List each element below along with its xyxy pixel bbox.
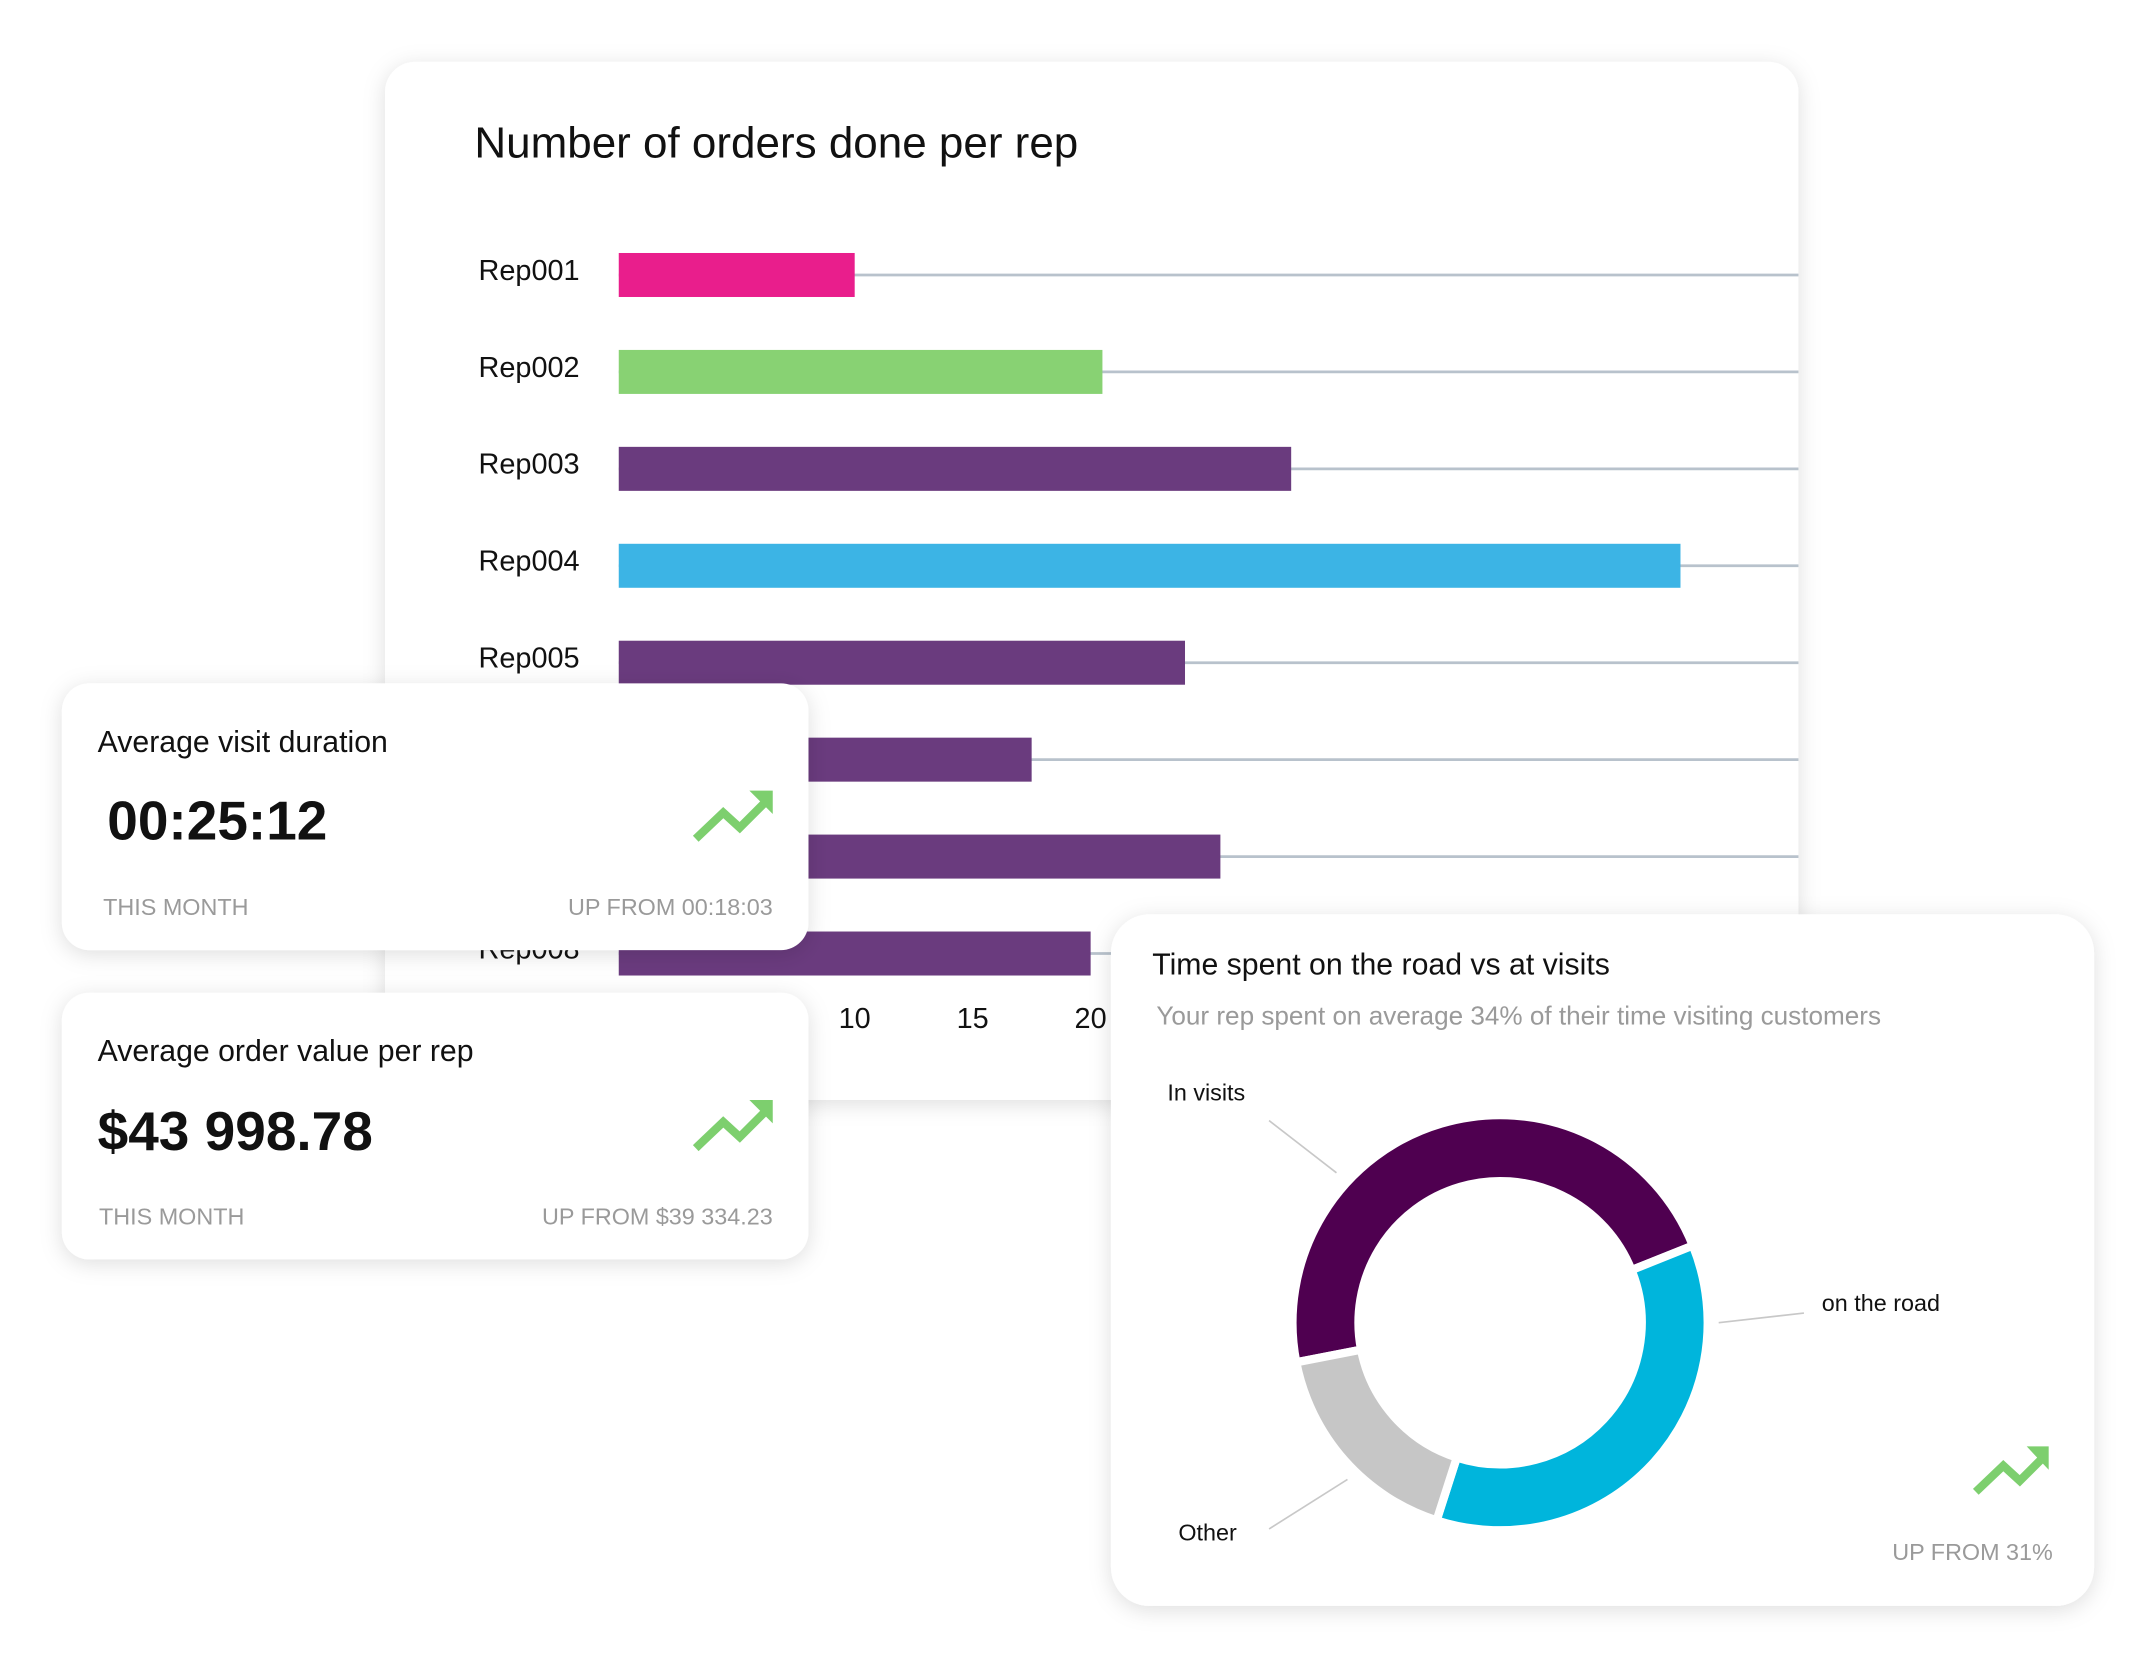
slice-label: on the road [1822,1290,1940,1316]
bar [618,349,1103,394]
donut-slice [1288,1110,1699,1368]
chart-subtitle: Your rep spent on average 34% of their t… [1156,1000,1881,1030]
category-label: Rep001 [479,255,580,287]
card-background [61,992,809,1260]
chart-title: Number of orders done per rep [474,118,1078,167]
trend-arrow [1972,1446,2049,1495]
slice-label: In visits [1167,1080,1245,1106]
bar [618,640,1186,685]
card-background [61,683,809,951]
comparison-label: UP FROM 00:18:03 [568,894,773,920]
comparison-label: UP FROM $39 334.23 [542,1203,773,1229]
bar [618,252,855,297]
category-label: Rep003 [479,449,580,481]
kpi-card: Average order value per rep $43 998.78 T… [61,992,809,1260]
x-tick-label: 15 [957,1003,989,1035]
donut-slice [1291,1344,1462,1526]
kpi-value: $43 998.78 [98,1100,373,1162]
bar [618,543,1681,588]
x-tick-label: 10 [839,1003,871,1035]
chart-title: Time spent on the road vs at visits [1152,949,1610,982]
trend-label: UP FROM 31% [1892,1539,2053,1565]
category-label: Rep002 [479,352,580,384]
donut-slice [1431,1240,1712,1535]
card-title: Average order value per rep [98,1035,474,1068]
kpi-value: 00:25:12 [107,789,327,851]
leader-line [1718,1312,1805,1324]
category-label: Rep004 [479,546,580,578]
donut-chart [1288,1110,1712,1535]
kpi-card: Average visit duration 00:25:12 THIS MON… [61,683,809,951]
x-tick-label: 20 [1075,1003,1107,1035]
trend-arrow [692,790,773,842]
slice-label: Other [1178,1520,1237,1546]
trend-arrow [692,1099,773,1152]
period-label: THIS MONTH [99,1203,244,1229]
card-title: Average visit duration [98,726,388,759]
leader-line [1268,1478,1348,1530]
period-label: THIS MONTH [103,894,248,920]
leader-line [1268,1119,1337,1174]
bar [618,446,1292,491]
category-label: Rep005 [479,643,580,675]
